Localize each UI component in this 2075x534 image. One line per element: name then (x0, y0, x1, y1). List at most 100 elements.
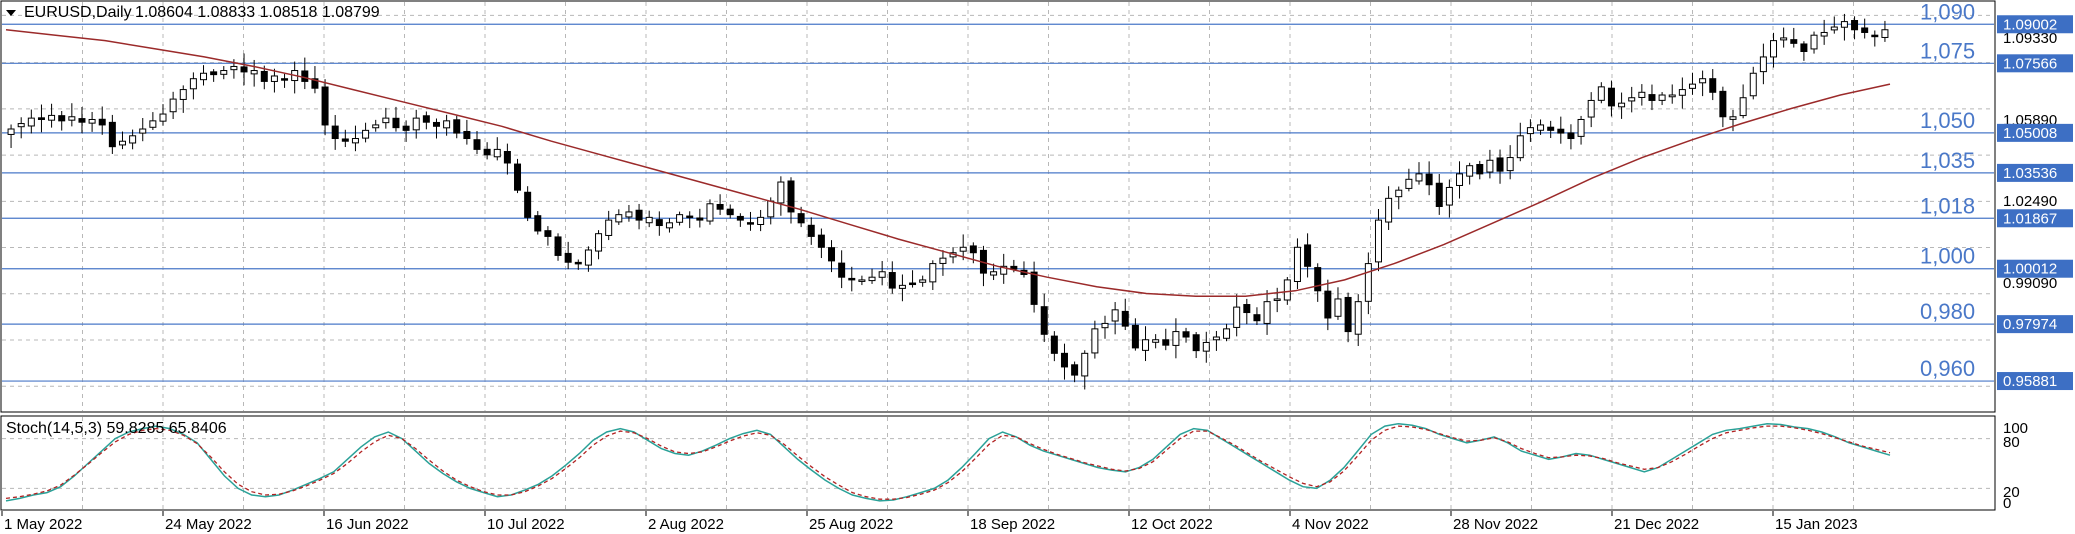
candle (443, 114, 451, 136)
candle (1668, 84, 1676, 104)
candle-body-up (1334, 298, 1342, 317)
candle (1486, 149, 1494, 179)
price-scale-label-3: 1.02490 (2003, 193, 2057, 210)
candle-body-down (422, 115, 430, 123)
candle-body-up (1526, 127, 1534, 135)
candle (281, 73, 289, 88)
candle-body-up (1142, 339, 1150, 351)
candle-body-down (726, 208, 734, 216)
candle-body-down (240, 66, 248, 73)
time-axis: 1 May 2022 24 May 2022 16 Jun 2022 10 Jul 2… (1, 511, 1858, 533)
candle (1830, 16, 1838, 34)
candle-body-down (686, 215, 694, 219)
candle-body-down (1243, 304, 1251, 314)
ohlc-label: 1.08604 1.08833 1.08518 1.08799 (135, 4, 380, 21)
candle (98, 106, 106, 135)
candle-body-up (1699, 78, 1707, 84)
candle (1162, 328, 1170, 351)
candle-body-down (1851, 20, 1859, 31)
stoch-scale-80: 80 (2003, 434, 2020, 451)
candle (250, 59, 258, 87)
level-price-box-label: 1.07566 (2003, 55, 2057, 72)
level-price-box-label: 1.05008 (2003, 125, 2057, 142)
candle (868, 268, 876, 284)
candle (1547, 120, 1555, 139)
candle-body-up (898, 284, 906, 289)
candle (1820, 19, 1828, 45)
candle (37, 104, 45, 133)
candle-body-down (1304, 244, 1312, 267)
candle (78, 106, 86, 134)
candle-body-up (372, 124, 380, 129)
candle-body-down (98, 118, 106, 126)
candle-body-up (1597, 86, 1605, 101)
level-label: 1,090 (1920, 0, 1975, 24)
candle (564, 241, 572, 270)
time-axis-label: 16 Jun 2022 (326, 516, 409, 533)
level-price-box (1997, 315, 2073, 334)
candle-body-down (1182, 331, 1190, 338)
collapse-triangle-icon[interactable] (6, 10, 16, 16)
candle (483, 142, 491, 160)
candle-body-down (1040, 306, 1048, 335)
candle (1000, 253, 1008, 284)
main-plot-frame (0, 0, 1996, 413)
candle (260, 65, 268, 90)
candle (848, 266, 856, 292)
candle (595, 230, 603, 260)
candle-body-up (959, 246, 967, 252)
candle (524, 186, 532, 222)
candle-body-up (1638, 91, 1646, 98)
candle-body-down (453, 119, 461, 134)
candle (1111, 302, 1119, 335)
candle-body-up (1293, 246, 1301, 282)
candle (625, 204, 633, 222)
candle (898, 274, 906, 302)
candle-body-up (443, 120, 451, 129)
candle (1678, 77, 1686, 109)
candle (1425, 161, 1433, 196)
candle (1405, 168, 1413, 192)
candle (676, 211, 684, 226)
candle-body-up (1506, 157, 1514, 172)
candle-body-down (1344, 296, 1352, 333)
candle-body-down (828, 247, 836, 262)
candle (1263, 290, 1271, 335)
candle (1881, 20, 1889, 42)
candle-body-up (1223, 328, 1231, 339)
candle (777, 176, 785, 216)
candle (1040, 293, 1048, 342)
level-price-box (1997, 259, 2073, 278)
candle-body-up (1729, 116, 1737, 120)
candle (828, 240, 836, 273)
candle-body-down (514, 163, 522, 191)
candle-body-down (1050, 335, 1058, 354)
candle (1648, 84, 1656, 111)
price-scale-label-4: 0.99090 (2003, 275, 2057, 292)
candle (787, 177, 795, 224)
candle (412, 109, 420, 139)
candle (1516, 122, 1524, 162)
candle-body-up (1152, 339, 1160, 343)
level-price-box-label: 1.03536 (2003, 165, 2057, 182)
candle-body-up (1091, 328, 1099, 354)
candle (939, 250, 947, 276)
candle-body-up (1537, 124, 1545, 131)
candle-body-down (848, 277, 856, 281)
candle-body-up (1374, 219, 1382, 263)
level-price-box-label: 0.95881 (2003, 373, 2057, 390)
time-axis-label: 21 Dec 2022 (1614, 516, 1699, 533)
candle-body-down (1496, 157, 1504, 172)
candle (453, 115, 461, 139)
candle (341, 129, 349, 148)
candle (615, 209, 623, 225)
stoch-scale-20: 20 (2003, 484, 2020, 501)
candle-body-up (1840, 21, 1848, 28)
candle (1071, 361, 1079, 383)
candle (1172, 318, 1180, 359)
candle (1496, 149, 1504, 184)
candle-body-down (1719, 90, 1727, 118)
candle-body-up (382, 117, 390, 124)
